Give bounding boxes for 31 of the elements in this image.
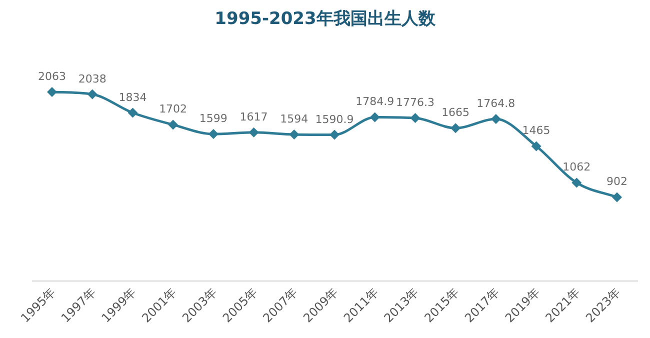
data-label: 1702 xyxy=(159,102,188,116)
point xyxy=(612,192,622,202)
point xyxy=(531,141,542,152)
data-label: 2038 xyxy=(78,72,106,86)
data-label: 1834 xyxy=(118,90,147,104)
point xyxy=(289,130,300,140)
point xyxy=(47,87,57,97)
data-label: 1776.3 xyxy=(396,96,434,109)
data-label: 1599 xyxy=(199,112,228,126)
point xyxy=(410,112,420,123)
data-label: 1617 xyxy=(240,110,268,124)
data-label: 1784.9 xyxy=(356,95,394,108)
point xyxy=(370,112,380,122)
point xyxy=(330,130,340,140)
data-label: 1590.9 xyxy=(315,112,354,126)
data-label: 1465 xyxy=(522,124,550,138)
data-label: 2063 xyxy=(38,70,66,83)
point xyxy=(572,178,582,188)
point xyxy=(208,129,218,140)
point xyxy=(450,123,461,134)
data-label: 902 xyxy=(606,175,628,188)
point xyxy=(168,120,178,130)
point xyxy=(248,127,259,138)
point xyxy=(87,89,98,100)
data-label: 1764.8 xyxy=(476,97,516,110)
data-label: 1594 xyxy=(280,112,308,126)
data-label: 1665 xyxy=(442,106,470,120)
point xyxy=(128,108,138,118)
data-label: 1062 xyxy=(562,160,591,174)
point xyxy=(490,114,501,124)
chart-title: 1995-2023年我国出生人数 xyxy=(214,9,436,29)
